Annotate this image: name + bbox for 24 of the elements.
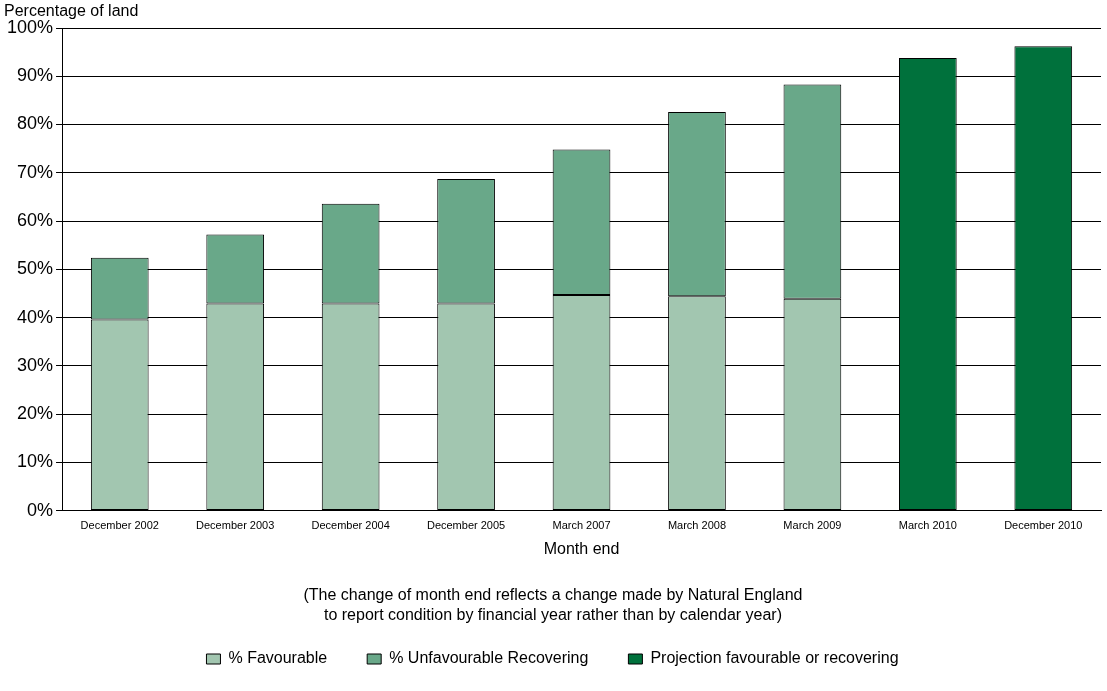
x-tick-label: December 2004 [311,519,390,532]
y-tick-label: 40% [17,306,54,327]
y-tick-label: 90% [17,65,54,86]
y-tick-label: 70% [17,161,54,182]
x-tick-label: December 2005 [426,519,506,532]
x-tick-label: March 2008 [667,519,727,532]
y-tick-label: 50% [17,258,54,279]
y-tick-label: 10% [17,451,54,472]
x-tick-label: March 2010 [898,519,957,532]
text: (The change of month end reflects a change made by Natural England to report condition by financial year rather than by calendar year) [303,585,803,625]
x-tick-label: March 2009 [783,519,842,532]
x-tick-label: December 2002 [80,519,159,532]
x-tick-label: March 2007 [552,519,611,532]
legend-label: % Favourable [228,649,328,667]
y-tick-label: 30% [17,354,54,375]
y-tick-label: 80% [17,113,54,134]
x-axis-title: Month end [543,539,620,557]
legend-label: % Unfavourable Recovering [389,649,589,667]
legend-label: Projection favourable or recovering [650,649,899,667]
x-tick-label: December 2010 [1004,519,1083,532]
x-tick-label: December 2003 [196,519,275,532]
y-tick-label: 20% [17,403,54,424]
y-tick-label: 0% [27,499,54,520]
y-tick-label: 60% [17,210,54,231]
